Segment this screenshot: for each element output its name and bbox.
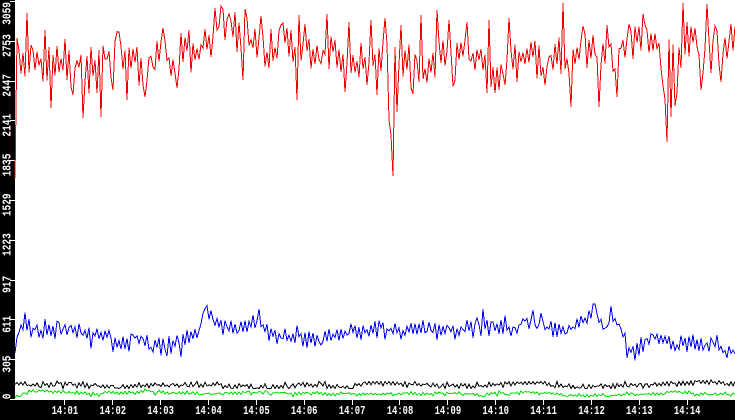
svg-text:14:02: 14:02 xyxy=(100,404,127,415)
svg-text:14:10: 14:10 xyxy=(482,404,509,415)
svg-text:2447: 2447 xyxy=(0,74,14,97)
svg-text:1223: 1223 xyxy=(0,233,14,256)
svg-text:14:12: 14:12 xyxy=(578,404,605,415)
svg-text:917: 917 xyxy=(0,276,14,293)
svg-text:14:08: 14:08 xyxy=(387,404,414,415)
svg-text:611: 611 xyxy=(0,316,14,333)
svg-text:14:03: 14:03 xyxy=(147,404,174,415)
svg-text:3059: 3059 xyxy=(0,2,14,25)
svg-text:14:05: 14:05 xyxy=(243,404,270,415)
svg-text:14:14: 14:14 xyxy=(674,404,701,415)
svg-text:14:04: 14:04 xyxy=(195,404,222,415)
svg-text:14:07: 14:07 xyxy=(339,404,366,415)
svg-text:1835: 1835 xyxy=(0,154,14,177)
svg-text:14:06: 14:06 xyxy=(291,404,318,415)
svg-text:14:09: 14:09 xyxy=(435,404,462,415)
svg-text:14:13: 14:13 xyxy=(626,404,653,415)
svg-text:2753: 2753 xyxy=(0,34,14,57)
svg-text:2141: 2141 xyxy=(0,114,14,137)
svg-text:14:01: 14:01 xyxy=(52,404,79,415)
svg-text:1529: 1529 xyxy=(0,193,14,216)
svg-text:14:11: 14:11 xyxy=(530,404,557,415)
svg-text:305: 305 xyxy=(0,356,14,373)
svg-text:0: 0 xyxy=(0,394,14,400)
